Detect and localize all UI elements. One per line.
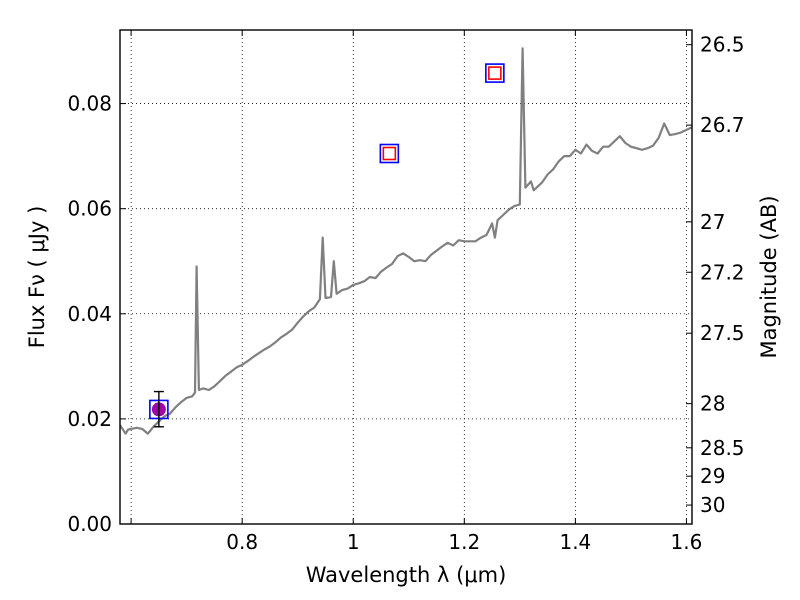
axis-ticks: 0.8 1 1.2 1.4 1.6 0.00 0.02 0.04 0.06 0.08 26.5 26.… <box>67 30 745 554</box>
grid <box>120 30 692 525</box>
plot-area <box>119 47 693 435</box>
right-axis-label: Magnitude (AB) <box>757 195 781 358</box>
right-axis-tick-label: 26.7 <box>700 113 745 137</box>
photometry-square-marker <box>382 146 397 161</box>
spectrum-line <box>119 47 693 435</box>
x-tick-label: 1.2 <box>448 530 480 554</box>
right-axis-tick-label: 27.2 <box>700 260 745 284</box>
x-tick-label: 1.4 <box>559 530 591 554</box>
x-tick-label: 1 <box>347 530 360 554</box>
plot-frame <box>119 29 693 525</box>
y-tick-label: 0.06 <box>67 197 112 221</box>
right-axis-tick-label: 28.5 <box>700 436 745 460</box>
x-axis-label: Wavelength λ (μm) <box>306 563 507 587</box>
right-axis-tick-label: 30 <box>700 493 725 517</box>
right-axis-tick-label: 27 <box>700 210 725 234</box>
right-axis-tick-label: 28 <box>700 392 725 416</box>
right-axis-tick-label: 27.5 <box>700 321 745 345</box>
photometry-square-marker <box>488 66 502 80</box>
photometry-square-marker <box>485 63 505 83</box>
y-tick-label: 0.04 <box>67 302 112 326</box>
y-axis-label: Flux Fν ( μJy ) <box>25 206 49 349</box>
right-axis-tick-label: 29 <box>700 464 725 488</box>
x-tick-label: 1.6 <box>671 530 703 554</box>
x-tick-label: 0.8 <box>226 530 258 554</box>
photometry-square-marker <box>379 143 400 164</box>
y-tick-label: 0.02 <box>67 407 112 431</box>
y-tick-label: 0.00 <box>67 512 112 536</box>
right-axis-tick-label: 26.5 <box>700 33 745 57</box>
y-tick-label: 0.08 <box>67 92 112 116</box>
